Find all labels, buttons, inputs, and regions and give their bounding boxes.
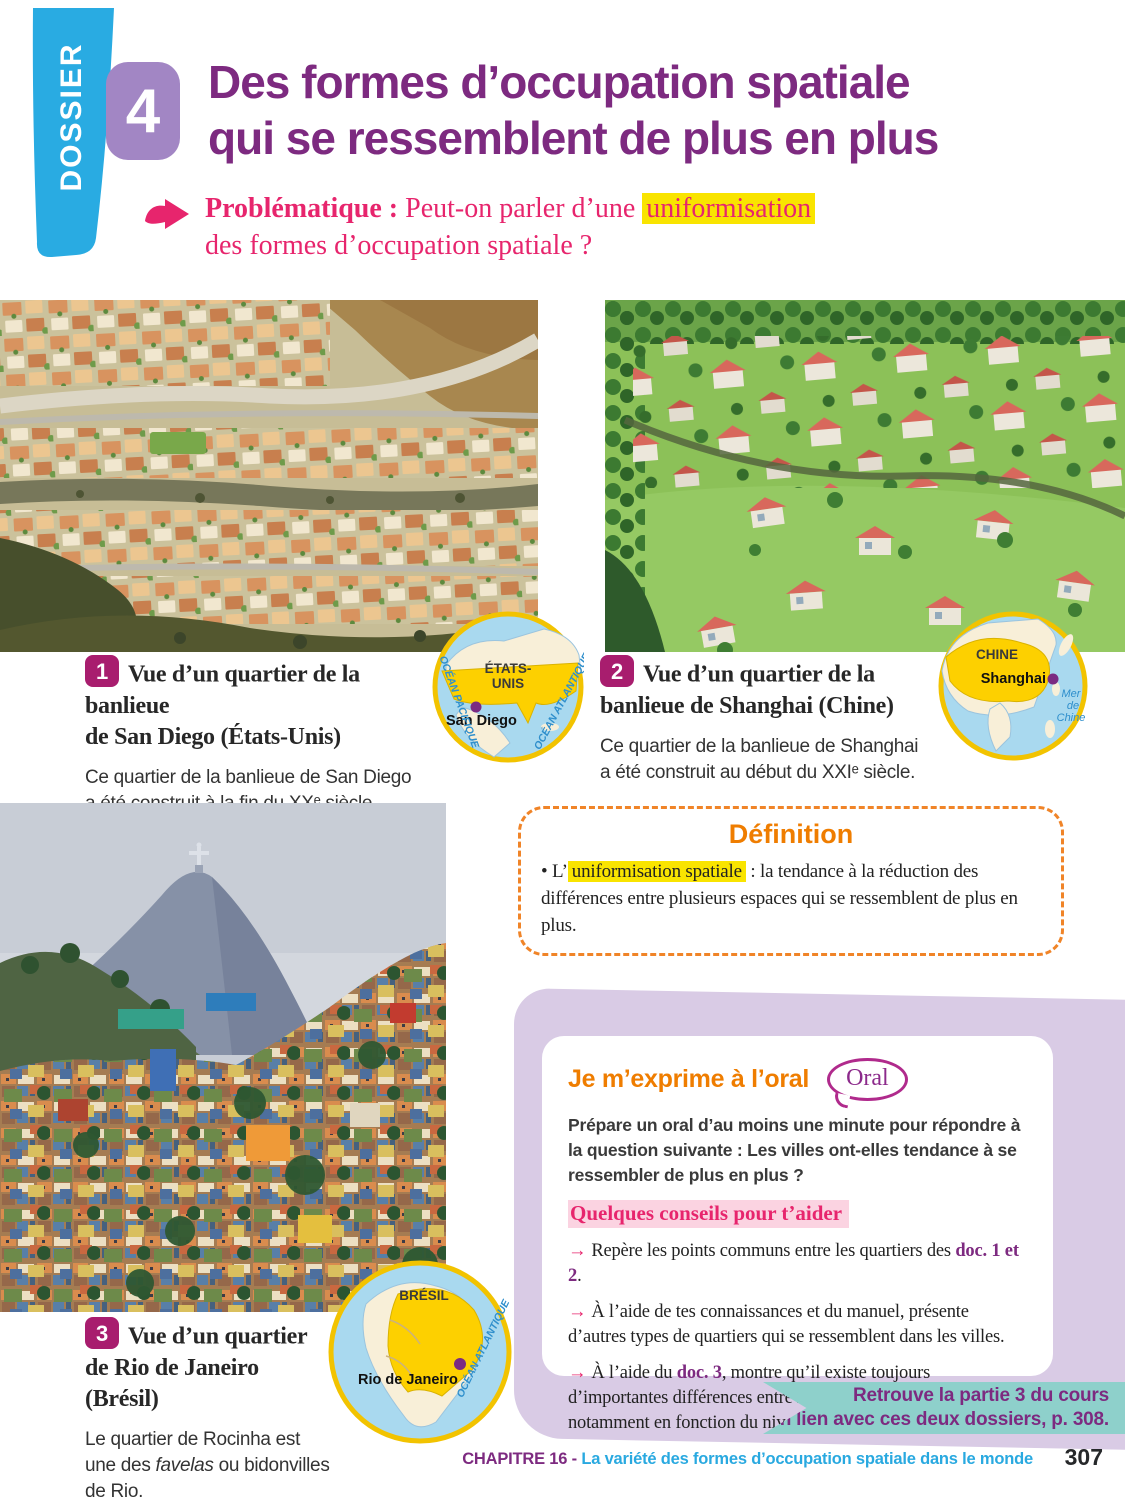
svg-text:de: de <box>1067 700 1079 712</box>
christ-statue-icon <box>189 842 209 873</box>
oral-card: Je m’exprime à l’oral Oral Prépare un or… <box>542 1036 1053 1433</box>
usa-land <box>441 662 579 725</box>
chapter-footer: CHAPITRE 16 - La variété des formes d’oc… <box>462 1450 1033 1468</box>
map-country-label: ÉTATS- <box>485 661 532 676</box>
city-dot <box>1047 673 1059 685</box>
rio-favela-art <box>0 803 446 1312</box>
oral-instructions: Prépare un oral d’au moins une minute po… <box>568 1115 1021 1185</box>
map-inset-china: CHINE Shanghai Mer de Chine <box>938 611 1088 761</box>
main-road <box>0 333 538 414</box>
svg-text:Chine: Chine <box>1057 712 1086 724</box>
conseil-item-2: → À l’aide de tes connaissances et du man… <box>568 1300 1005 1347</box>
dossier-number-badge: 4 <box>106 62 180 160</box>
doc-ref: doc. 1 et 2 <box>568 1241 1019 1286</box>
arrow-icon: → <box>568 1300 587 1321</box>
map-country-label: CHINE <box>976 647 1018 662</box>
map-inset-usa: ÉTATS- UNIS San Diego OCÉAN PACIFIQUE OC… <box>432 611 584 763</box>
oral-speech-bubble: Oral <box>827 1058 908 1101</box>
map-city-label: Shanghai <box>981 671 1046 687</box>
park-lawn <box>150 432 206 454</box>
dossier-tab <box>32 8 115 258</box>
map-inset-brazil: BRÉSIL Rio de Janeiro OCÉAN ATLANTIQUE <box>328 1260 512 1444</box>
orange-building <box>246 1125 290 1161</box>
chapter-label: CHAPITRE 16 <box>462 1450 568 1468</box>
problematique-line1: Problématique : Peut-on parler d’une uni… <box>205 190 965 227</box>
page-title-line2: qui se ressemblent de plus en plus <box>208 112 939 164</box>
map-city-label: San Diego <box>446 713 517 729</box>
definition-text: • L’ uniformisation spatiale : la tendanc… <box>541 861 1018 936</box>
map-city-label: Rio de Janeiro <box>358 1372 458 1388</box>
caption-title: 1 Vue d’un quartier de la banlieue de San… <box>85 655 445 753</box>
conseils-title: Quelques conseils pour t’aider <box>568 1200 850 1228</box>
definition-title: Définition <box>728 819 854 849</box>
doc-badge: 1 <box>85 655 119 687</box>
doc-badge: 3 <box>85 1317 119 1349</box>
map-country-label: BRÉSIL <box>399 1288 449 1303</box>
problematique-text: Peut-on parler d’une <box>398 193 643 224</box>
dossier-label-text: DOSSIER <box>55 42 88 192</box>
page-title-line1: Des formes d’occupation spatiale <box>208 56 911 108</box>
highlight-uniformisation: uniformisation <box>642 193 816 224</box>
caption-doc2: 2 Vue d’un quartier de la banlieue de Sha… <box>600 655 940 786</box>
shanghai-aerial-art <box>605 300 1125 652</box>
oral-header: Je m’exprime à l’oral Oral <box>568 1058 1027 1101</box>
caption-doc3: 3 Vue d’un quartier de Rio de Janeiro (Br… <box>85 1317 335 1500</box>
canal-trees <box>605 550 665 652</box>
oral-heading: Je m’exprime à l’oral <box>568 1065 810 1093</box>
svg-text:UNIS: UNIS <box>492 676 524 691</box>
doc-badge: 2 <box>600 655 634 687</box>
winding-road <box>623 416 1125 520</box>
favelas-italic: favelas <box>155 1454 214 1476</box>
dossier-label: DOSSIER <box>55 0 89 247</box>
arrow-icon: → <box>568 1239 587 1260</box>
highlight-uniformisation-spatiale: uniformisation spatiale <box>567 861 746 882</box>
course-banner: Retrouve la partie 3 du cours en lien av… <box>763 1382 1125 1434</box>
photo-rio <box>0 803 446 1312</box>
caption-title: 2 Vue d’un quartier de la banlieue de Sha… <box>600 655 940 722</box>
definition-box: Définition • L’ uniformisation spatiale :… <box>518 806 1064 956</box>
photo-shanghai <box>605 300 1125 652</box>
problematique: Problématique : Peut-on parler d’une uni… <box>205 190 965 264</box>
scrub-strip <box>0 478 538 512</box>
conseil-item-1: → Repère les points communs entre les qua… <box>568 1239 1019 1286</box>
city-dot <box>470 701 482 713</box>
problematique-arrow-icon <box>145 199 189 229</box>
city-dot <box>454 1358 466 1370</box>
chapter-title: La variété des formes d’occupation spati… <box>581 1450 1033 1468</box>
caption-doc1: 1 Vue d’un quartier de la banlieue de San… <box>85 655 445 817</box>
banner-line1: Retrouve la partie 3 du cours <box>852 1385 1109 1406</box>
problematique-line2: des formes d’occupation spatiale ? <box>205 230 593 261</box>
page-number: 307 <box>1064 1444 1103 1470</box>
villa-rows <box>633 336 1125 488</box>
dossier-number: 4 <box>125 76 161 146</box>
caption-desc: Le quartier de Rocinha est une des favel… <box>85 1428 330 1500</box>
caption-desc: Ce quartier de la banlieue de Shanghai a… <box>600 735 919 783</box>
caption-title: 3 Vue d’un quartier de Rio de Janeiro (Br… <box>85 1317 335 1415</box>
photo-san-diego <box>0 300 538 652</box>
problematique-label: Problématique : <box>205 193 399 224</box>
banner-line2: en lien avec ces deux dossiers, p. 308. <box>769 1409 1109 1430</box>
arrow-icon: → <box>568 1361 587 1382</box>
sea-label: Mer <box>1062 688 1082 700</box>
doc-ref: doc. 3 <box>676 1363 722 1383</box>
san-diego-aerial-art <box>0 300 538 652</box>
page-title: Des formes d’occupation spatiale qui se … <box>208 54 1068 166</box>
